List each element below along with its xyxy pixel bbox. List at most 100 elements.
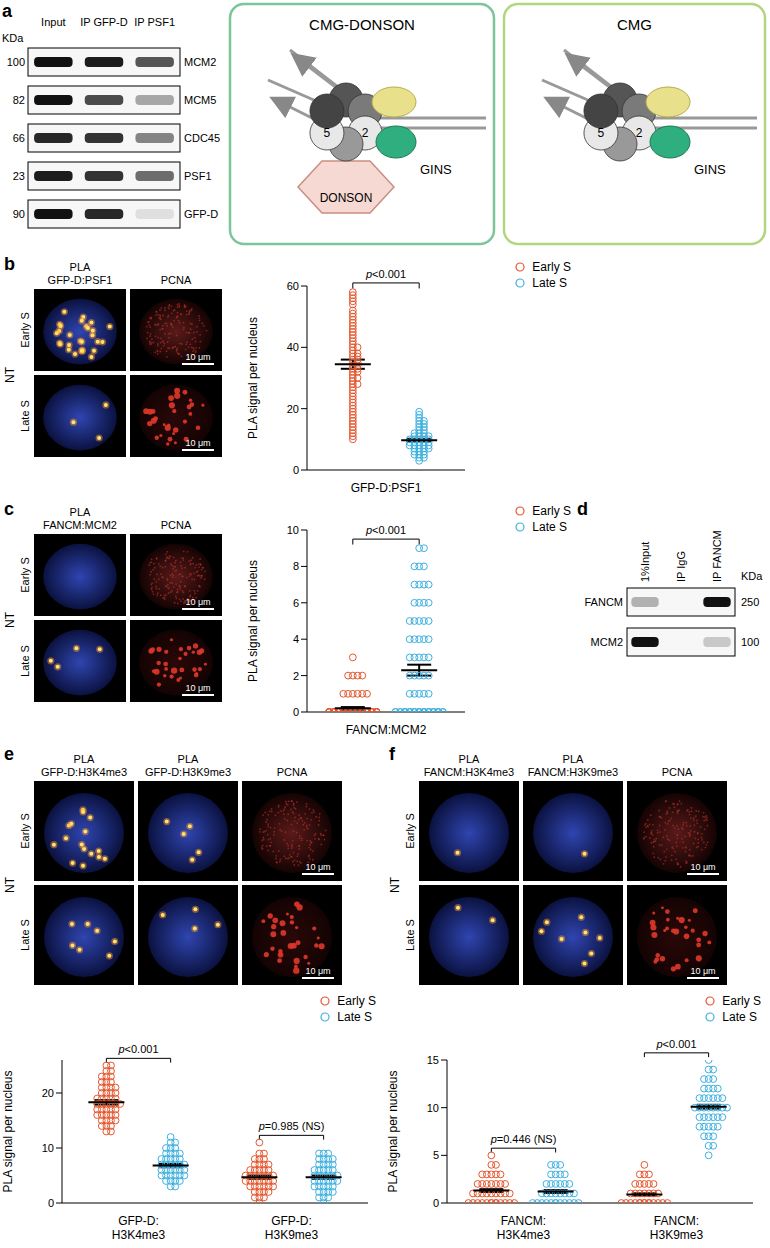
svg-text:5: 5 — [598, 126, 605, 140]
svg-text:f: f — [389, 745, 396, 764]
svg-text:10 μm: 10 μm — [185, 352, 210, 362]
svg-text:KDa: KDa — [741, 570, 763, 582]
svg-text:0: 0 — [293, 464, 299, 476]
svg-text:Input: Input — [41, 16, 65, 28]
svg-text:PCNA: PCNA — [161, 274, 192, 286]
svg-text:p<0.001: p<0.001 — [365, 268, 406, 280]
svg-text:Late S: Late S — [404, 919, 416, 951]
svg-text:Early S: Early S — [19, 312, 31, 347]
svg-text:15: 15 — [427, 1054, 439, 1066]
svg-text:GFP-D: GFP-D — [184, 208, 218, 220]
svg-text:0: 0 — [293, 706, 299, 718]
svg-text:PLAGFP-D:H3K9me3: PLAGFP-D:H3K9me3 — [145, 753, 231, 778]
svg-text:IP GFP-D: IP GFP-D — [80, 16, 128, 28]
svg-text:IP PSF1: IP PSF1 — [134, 16, 175, 28]
svg-text:PLAGFP-D:PSF1: PLAGFP-D:PSF1 — [48, 261, 113, 286]
svg-text:20: 20 — [287, 403, 299, 415]
svg-text:PCNA: PCNA — [277, 766, 308, 778]
svg-text:MCM2: MCM2 — [184, 56, 216, 68]
svg-text:10 μm: 10 μm — [185, 683, 210, 693]
svg-text:0: 0 — [48, 1197, 54, 1209]
svg-text:PLAFANCM:H3K9me3: PLAFANCM:H3K9me3 — [528, 753, 618, 778]
svg-text:p=0.985 (NS): p=0.985 (NS) — [258, 1120, 325, 1132]
svg-text:MCM2: MCM2 — [591, 636, 623, 648]
svg-text:CMG: CMG — [617, 16, 652, 33]
svg-text:b: b — [4, 255, 15, 274]
svg-text:FANCM:MCM2: FANCM:MCM2 — [346, 723, 427, 737]
svg-text:PLA signal per nucleus: PLA signal per nucleus — [1, 1070, 15, 1192]
svg-text:p<0.001: p<0.001 — [655, 1038, 696, 1050]
svg-text:MCM5: MCM5 — [184, 94, 216, 106]
svg-text:p<0.001: p<0.001 — [365, 524, 406, 536]
svg-text:2: 2 — [293, 670, 299, 682]
svg-text:4: 4 — [293, 633, 299, 645]
svg-text:PCNA: PCNA — [161, 519, 192, 531]
svg-text:1%Input: 1%Input — [639, 542, 651, 582]
svg-text:60: 60 — [287, 280, 299, 292]
svg-text:GFP-D:H3K9me3: GFP-D:H3K9me3 — [265, 1214, 319, 1242]
svg-text:Early S: Early S — [19, 813, 31, 848]
svg-text:p=0.446 (NS): p=0.446 (NS) — [490, 1133, 557, 1145]
svg-text:10: 10 — [42, 1142, 54, 1154]
svg-text:10: 10 — [287, 524, 299, 536]
svg-text:82: 82 — [13, 94, 25, 106]
svg-text:GFP-D:H3K4me3: GFP-D:H3K4me3 — [112, 1214, 166, 1242]
svg-text:Late S: Late S — [19, 400, 31, 432]
svg-text:PCNA: PCNA — [662, 766, 693, 778]
svg-text:2: 2 — [362, 126, 369, 140]
svg-text:90: 90 — [13, 208, 25, 220]
svg-text:10 μm: 10 μm — [305, 862, 330, 872]
svg-text:10 μm: 10 μm — [185, 597, 210, 607]
svg-text:DONSON: DONSON — [320, 191, 373, 205]
svg-text:Early S: Early S — [404, 813, 416, 848]
svg-text:NT: NT — [388, 876, 402, 893]
svg-text:66: 66 — [13, 132, 25, 144]
svg-text:Late S: Late S — [19, 645, 31, 677]
svg-text:PLA signal per nucleus: PLA signal per nucleus — [246, 560, 260, 682]
svg-text:10 μm: 10 μm — [305, 966, 330, 976]
svg-text:CDC45: CDC45 — [184, 132, 220, 144]
svg-text:NT: NT — [3, 366, 17, 383]
svg-text:FANCM:H3K9me3: FANCM:H3K9me3 — [650, 1214, 704, 1242]
svg-text:d: d — [577, 500, 588, 519]
svg-text:PLAGFP-D:H3K4me3: PLAGFP-D:H3K4me3 — [41, 753, 127, 778]
svg-text:FANCM:H3K4me3: FANCM:H3K4me3 — [497, 1214, 551, 1242]
svg-text:NT: NT — [3, 876, 17, 893]
svg-text:10 μm: 10 μm — [690, 862, 715, 872]
svg-text:20: 20 — [42, 1087, 54, 1099]
svg-text:100: 100 — [7, 56, 25, 68]
svg-text:GINS: GINS — [694, 162, 726, 177]
svg-text:e: e — [4, 745, 14, 764]
svg-text:p<0.001: p<0.001 — [117, 1043, 158, 1055]
svg-text:Late S: Late S — [19, 919, 31, 951]
svg-text:23: 23 — [13, 170, 25, 182]
svg-text:PLA signal per nucleus: PLA signal per nucleus — [246, 317, 260, 439]
svg-text:10 μm: 10 μm — [185, 438, 210, 448]
svg-text:40: 40 — [287, 341, 299, 353]
svg-text:IP FANCM: IP FANCM — [711, 530, 723, 582]
svg-text:Early S: Early S — [19, 557, 31, 592]
svg-text:6: 6 — [293, 597, 299, 609]
svg-text:8: 8 — [293, 560, 299, 572]
svg-text:PLAFANCM:MCM2: PLAFANCM:MCM2 — [43, 506, 117, 531]
svg-text:10: 10 — [427, 1102, 439, 1114]
svg-text:PLA signal per nucleus: PLA signal per nucleus — [386, 1070, 400, 1192]
svg-text:0: 0 — [433, 1197, 439, 1209]
svg-text:10 μm: 10 μm — [690, 966, 715, 976]
svg-text:5: 5 — [324, 126, 331, 140]
svg-text:IP IgG: IP IgG — [675, 551, 687, 582]
svg-text:a: a — [2, 2, 13, 21]
svg-text:KDa: KDa — [2, 32, 24, 44]
svg-text:NT: NT — [3, 611, 17, 628]
svg-text:100: 100 — [741, 636, 759, 648]
svg-text:250: 250 — [741, 596, 759, 608]
svg-text:FANCM: FANCM — [585, 596, 624, 608]
svg-text:PLAFANCM:H3K4me3: PLAFANCM:H3K4me3 — [424, 753, 514, 778]
svg-text:c: c — [4, 500, 14, 519]
svg-text:5: 5 — [433, 1149, 439, 1161]
svg-text:GFP-D:PSF1: GFP-D:PSF1 — [351, 481, 422, 495]
svg-text:2: 2 — [636, 126, 643, 140]
svg-text:CMG-DONSON: CMG-DONSON — [309, 16, 415, 33]
svg-text:PSF1: PSF1 — [184, 170, 212, 182]
svg-text:GINS: GINS — [420, 162, 452, 177]
